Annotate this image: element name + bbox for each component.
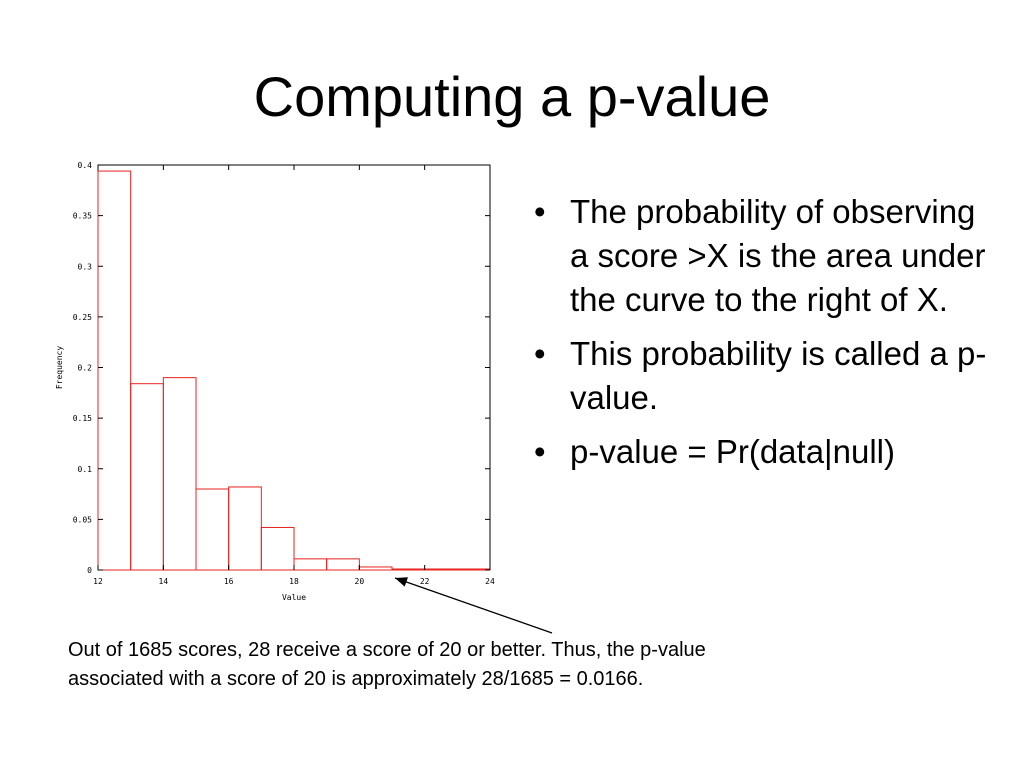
histogram-bar: [391, 568, 426, 571]
histogram-chart: 12 14 16 18 20 22 24 0 0.05 0.1 0.15 0.2 0.25 0.3 0.35…: [50, 152, 510, 612]
histogram-svg: 12 14 16 18 20 22 24 0 0.05 0.1 0.15 0.2 0.25 0.3 0.35…: [55, 161, 495, 602]
x-tick-label: 12: [93, 577, 103, 586]
bullet-text: The probability of observing a score >X …: [570, 193, 986, 318]
histogram-bar: [260, 526, 295, 571]
y-tick-label: 0.25: [73, 313, 92, 322]
histogram-bar: [97, 170, 132, 571]
x-tick-label: 20: [355, 577, 365, 586]
bullet-item: • The probability of observing a score >…: [528, 190, 998, 322]
plot-frame: [97, 164, 491, 571]
histogram-bar: [162, 377, 197, 571]
histogram-bar: [195, 488, 230, 571]
y-axis-label: Frequency: [55, 346, 64, 390]
bars-layer: [97, 170, 491, 571]
caption-line: associated with a score of 20 is approxi…: [68, 668, 644, 690]
axes-layer: [97, 164, 491, 571]
x-tick-label: 18: [289, 577, 299, 586]
x-tick-label: 14: [159, 577, 169, 586]
y-tick-label: 0.4: [78, 161, 93, 170]
bullet-item: • This probability is called a p-value.: [528, 332, 998, 420]
caption-line: Out of 1685 scores, 28 receive a score o…: [68, 639, 706, 661]
y-tick-label: 0.35: [73, 212, 92, 221]
bullet-dot: •: [534, 335, 546, 372]
ticks-layer: 12 14 16 18 20 22 24 0 0.05 0.1 0.15 0.2 0.25 0.3 0.35…: [73, 161, 495, 586]
x-axis-label: Value: [282, 593, 306, 602]
histogram-bar: [424, 568, 458, 571]
slide-title: Computing a p-value: [253, 65, 771, 128]
y-tick-label: 0: [87, 566, 92, 575]
histogram-bar: [293, 558, 328, 571]
y-tick-label: 0.05: [73, 515, 92, 524]
x-tick-label: 22: [420, 577, 430, 586]
histogram-bar: [358, 566, 393, 571]
bullet-list: • The probability of observing a score >…: [528, 190, 998, 484]
x-tick-label: 24: [485, 577, 495, 586]
bullet-dot: •: [534, 433, 546, 470]
caption: Out of 1685 scores, 28 receive a score o…: [68, 636, 968, 694]
bullet-dot: •: [534, 193, 546, 230]
y-tick-label: 0.2: [78, 364, 93, 373]
bullet-text: p-value = Pr(data|null): [570, 433, 895, 470]
histogram-bar: [326, 558, 360, 571]
x-tick-label: 16: [224, 577, 234, 586]
y-tick-label: 0.15: [73, 414, 92, 423]
histogram-bar: [228, 486, 262, 571]
y-tick-label: 0.1: [78, 465, 93, 474]
bullet-item: • p-value = Pr(data|null): [528, 430, 998, 474]
y-tick-label: 0.3: [78, 262, 93, 271]
bullet-text: This probability is called a p-value.: [570, 335, 987, 416]
histogram-bar: [130, 383, 164, 571]
